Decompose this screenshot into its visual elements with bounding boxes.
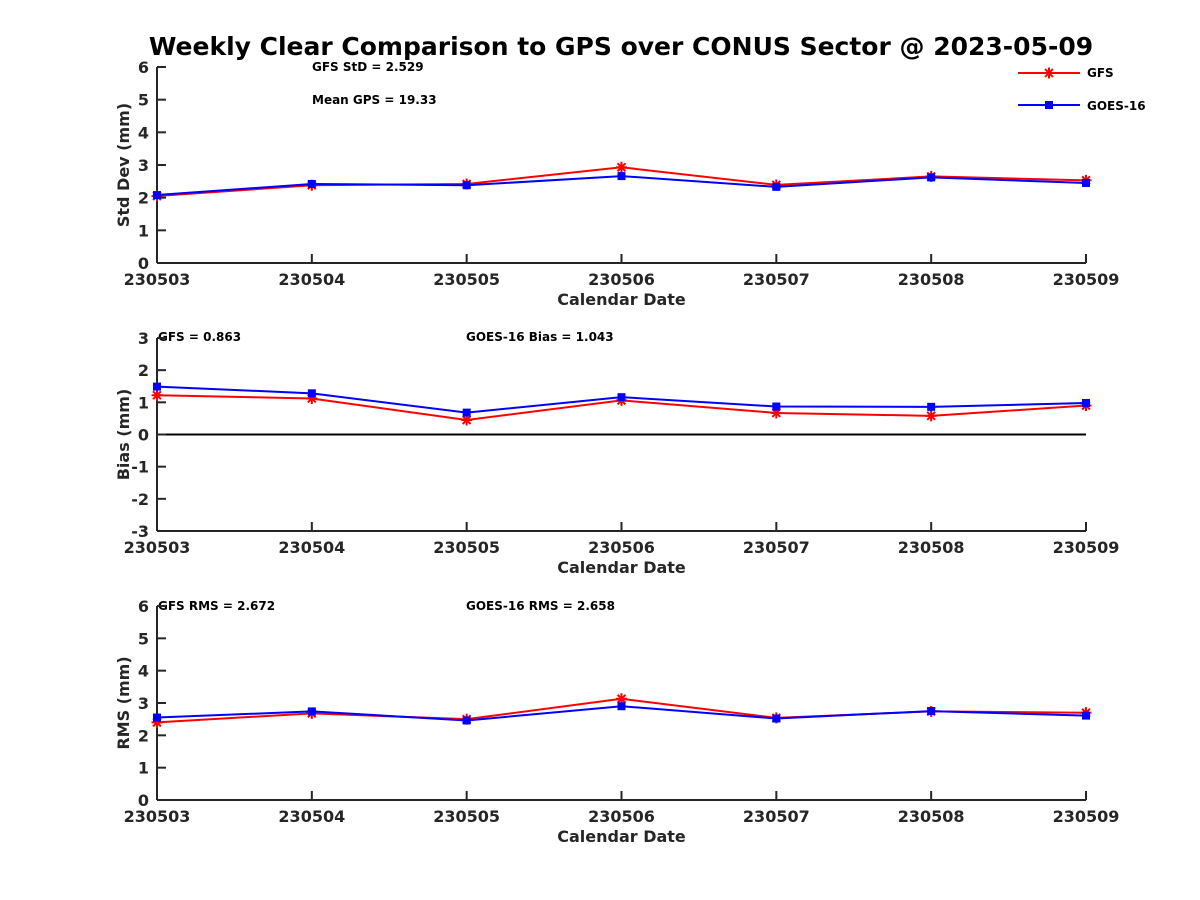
y-tick-label: 1 <box>138 221 149 240</box>
x-tick-label: 230508 <box>898 270 965 289</box>
goes-16-point <box>772 714 781 723</box>
legend-gfs-label: GFS <box>1087 66 1114 80</box>
goes16-rms-annotation: GOES-16 RMS = 2.658 <box>466 599 615 613</box>
y-tick-label: -3 <box>131 522 149 541</box>
x-tick-label: 230505 <box>433 807 500 826</box>
gfs-rms-annotation: GFS RMS = 2.672 <box>158 599 275 613</box>
y-axis-label: Bias (mm) <box>114 389 133 481</box>
x-tick-label: 230505 <box>433 270 500 289</box>
x-tick-label: 230504 <box>278 538 345 557</box>
goes-16-point <box>617 702 626 711</box>
std-dev-panel: GFS StD = 2.529 Mean GPS = 19.33 GFS GOE… <box>114 58 1146 309</box>
x-tick-label: 230506 <box>588 538 655 557</box>
y-tick-label: -2 <box>131 490 149 509</box>
x-tick-label: 230508 <box>898 807 965 826</box>
gfs-std-annotation: GFS StD = 2.529 <box>312 60 424 74</box>
gfs-point <box>925 410 937 422</box>
x-tick-label: 230506 <box>588 807 655 826</box>
x-tick-label: 230503 <box>124 807 191 826</box>
y-tick-label: 0 <box>138 254 149 273</box>
y-tick-label: 4 <box>138 662 149 681</box>
rms-panel: GFS RMS = 2.672 GOES-16 RMS = 2.658 2305… <box>114 597 1119 846</box>
x-tick-label: 230504 <box>278 270 345 289</box>
legend-goes16-swatch <box>1018 101 1080 109</box>
y-tick-label: 6 <box>138 58 149 77</box>
x-tick-label: 230509 <box>1053 270 1120 289</box>
goes-16-point <box>153 382 161 391</box>
y-tick-label: 2 <box>138 361 149 380</box>
goes-16-point <box>1082 711 1090 720</box>
x-tick-label: 230504 <box>278 807 345 826</box>
legend-gfs-swatch <box>1018 67 1080 79</box>
goes-16-point <box>307 179 316 188</box>
bias-panel: GFS = 0.863 GOES-16 Bias = 1.043 230503 2… <box>114 329 1119 577</box>
goes-16-point <box>307 707 316 716</box>
goes-16-point <box>927 707 936 716</box>
goes-16-point <box>153 191 161 200</box>
goes-16-point <box>462 181 471 190</box>
figure-title: Weekly Clear Comparison to GPS over CONU… <box>149 32 1093 61</box>
y-tick-label: 2 <box>138 189 149 208</box>
x-tick-label: 230507 <box>743 807 810 826</box>
x-tick-label: 230507 <box>743 538 810 557</box>
y-tick-label: 6 <box>138 597 149 616</box>
gfs-point <box>616 161 627 173</box>
goes16-bias-annotation: GOES-16 Bias = 1.043 <box>466 330 614 344</box>
goes-16-point <box>617 393 626 402</box>
y-tick-label: 3 <box>138 329 149 348</box>
mean-gps-annotation: Mean GPS = 19.33 <box>312 93 437 107</box>
x-tick-label: 230503 <box>124 538 191 557</box>
x-tick-label: 230509 <box>1053 807 1120 826</box>
goes-16-point <box>462 716 471 725</box>
goes-16-point <box>153 713 161 722</box>
y-tick-label: 3 <box>138 156 149 175</box>
goes-16-point <box>462 408 471 417</box>
x-tick-label: 230505 <box>433 538 500 557</box>
y-tick-label: 5 <box>138 629 149 648</box>
x-axis-label: Calendar Date <box>557 827 686 846</box>
y-tick-label: 1 <box>138 393 149 412</box>
goes-16-point <box>772 402 781 411</box>
x-axis-label: Calendar Date <box>557 558 686 577</box>
y-axis-label: RMS (mm) <box>114 656 133 749</box>
x-tick-label: 230508 <box>898 538 965 557</box>
y-tick-label: 2 <box>138 726 149 745</box>
goes-16-point <box>927 173 936 182</box>
legend: GFS GOES-16 <box>1018 66 1146 113</box>
goes-16-point <box>1082 398 1090 407</box>
y-tick-label: 4 <box>138 123 149 142</box>
x-tick-label: 230507 <box>743 270 810 289</box>
goes-16-point <box>1082 178 1090 187</box>
gfs-point <box>461 414 473 426</box>
x-tick-label: 230503 <box>124 270 191 289</box>
y-axis-label: Std Dev (mm) <box>114 103 133 227</box>
legend-goes16-marker <box>1045 101 1053 109</box>
x-tick-label: 230509 <box>1053 538 1120 557</box>
y-tick-label: 0 <box>138 426 149 445</box>
goes-16-point <box>772 182 781 191</box>
y-tick-label: 1 <box>138 759 149 778</box>
y-tick-label: 5 <box>138 91 149 110</box>
goes-16-point <box>307 389 316 398</box>
x-tick-label: 230506 <box>588 270 655 289</box>
goes-16-point <box>927 402 936 411</box>
legend-gfs-marker <box>1043 67 1055 79</box>
y-tick-label: 0 <box>138 791 149 810</box>
y-tick-label: 3 <box>138 694 149 713</box>
gfs-bias-annotation: GFS = 0.863 <box>158 330 241 344</box>
legend-goes16-label: GOES-16 <box>1087 99 1146 113</box>
y-tick-label: -1 <box>131 458 149 477</box>
goes-16-point <box>617 172 626 181</box>
gfs-point <box>151 389 163 401</box>
x-axis-label: Calendar Date <box>557 290 686 309</box>
